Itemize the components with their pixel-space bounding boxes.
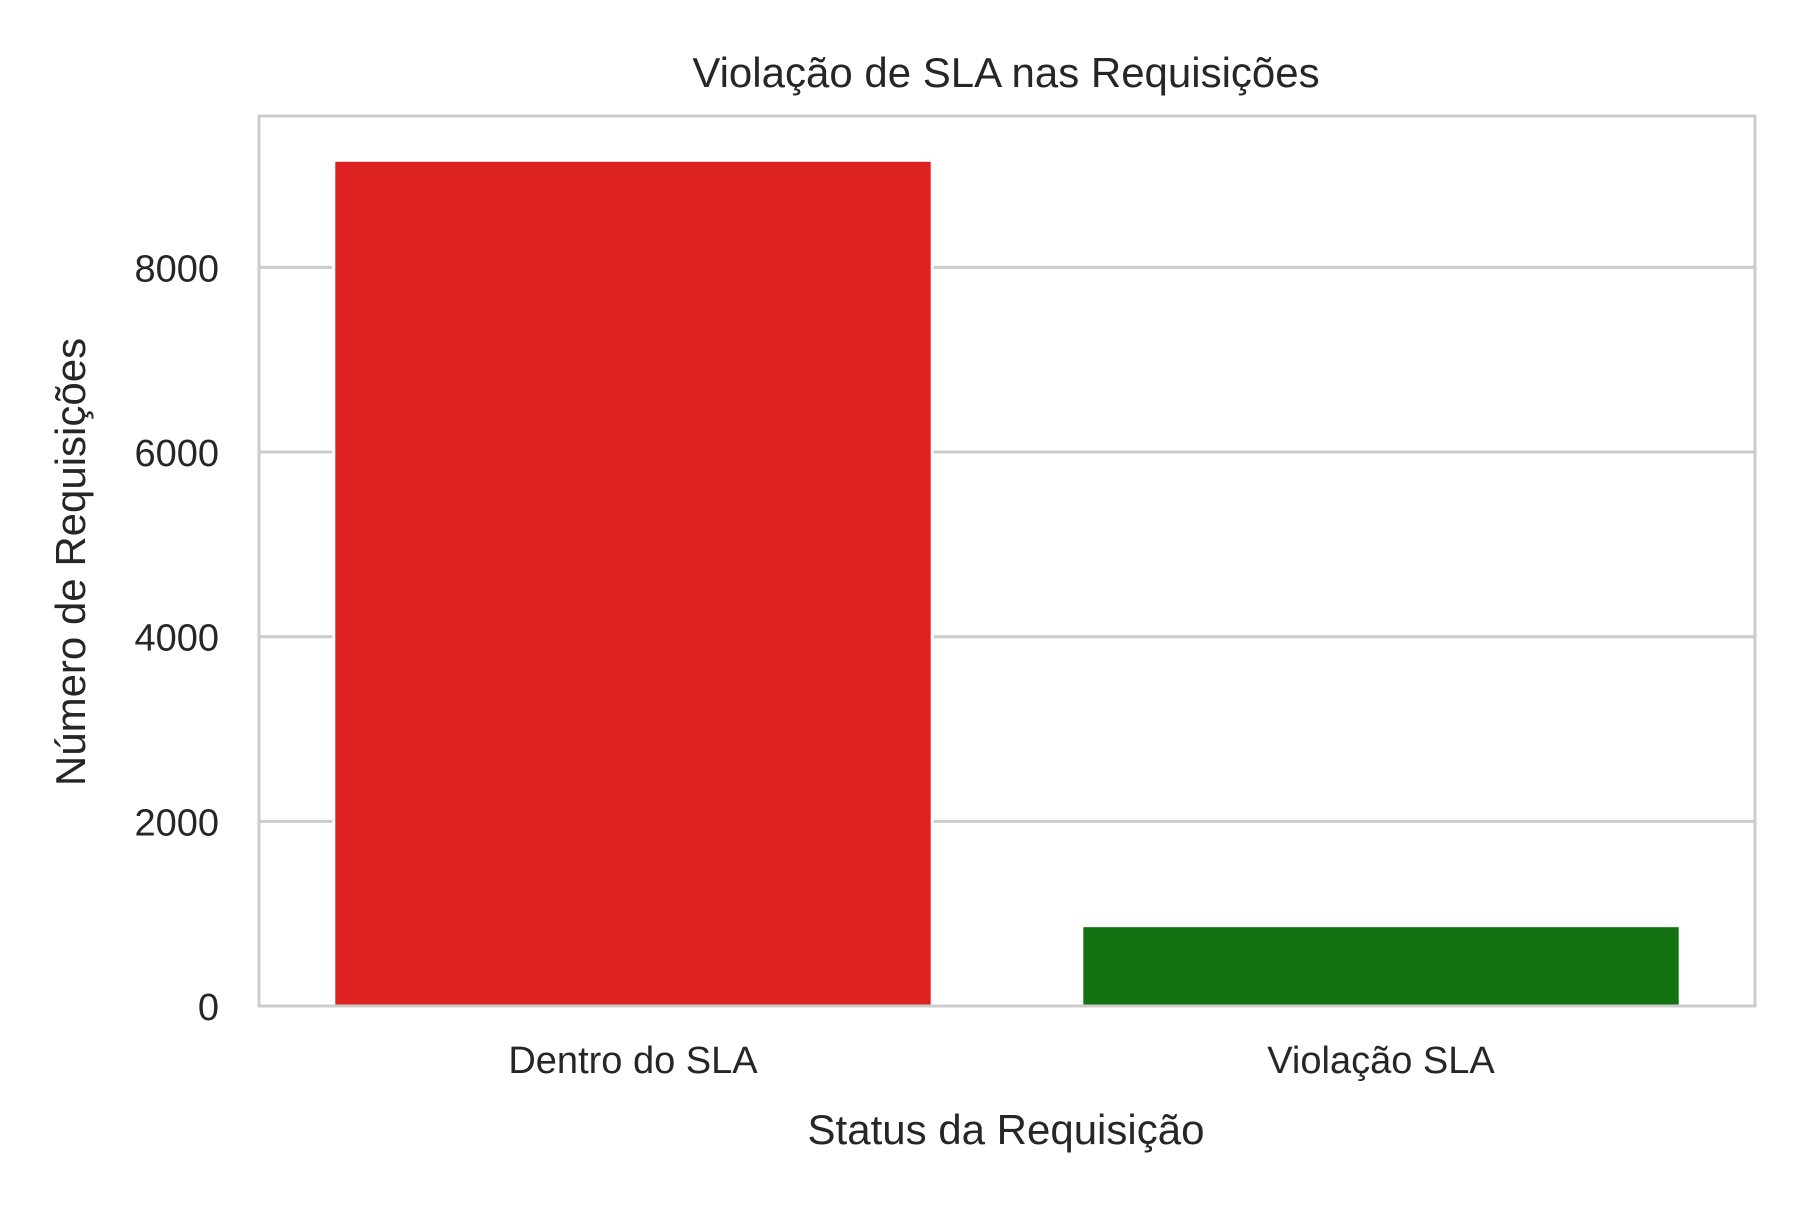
x-tick-labels: Dentro do SLA Violação SLA: [508, 1040, 1495, 1082]
y-tick-label: 6000: [134, 433, 219, 475]
bar-viola-o-sla: [1080, 924, 1682, 1008]
y-axis-label: Número de Requisições: [47, 338, 94, 786]
chart-title: Violação de SLA nas Requisições: [692, 49, 1319, 96]
bar-dentro-do-sla: [332, 158, 934, 1008]
y-tick-label: 4000: [134, 618, 219, 660]
y-tick-label: 8000: [134, 248, 219, 290]
plot-frame: [257, 114, 1757, 1008]
x-tick-label: Violação SLA: [1267, 1040, 1495, 1082]
x-axis-label: Status da Requisição: [808, 1106, 1205, 1153]
y-tick-label: 2000: [134, 802, 219, 844]
y-tick-label: 0: [198, 987, 219, 1029]
y-tick-labels: 0 2000 4000 6000 8000: [134, 248, 219, 1029]
x-tick-label: Dentro do SLA: [508, 1040, 758, 1082]
